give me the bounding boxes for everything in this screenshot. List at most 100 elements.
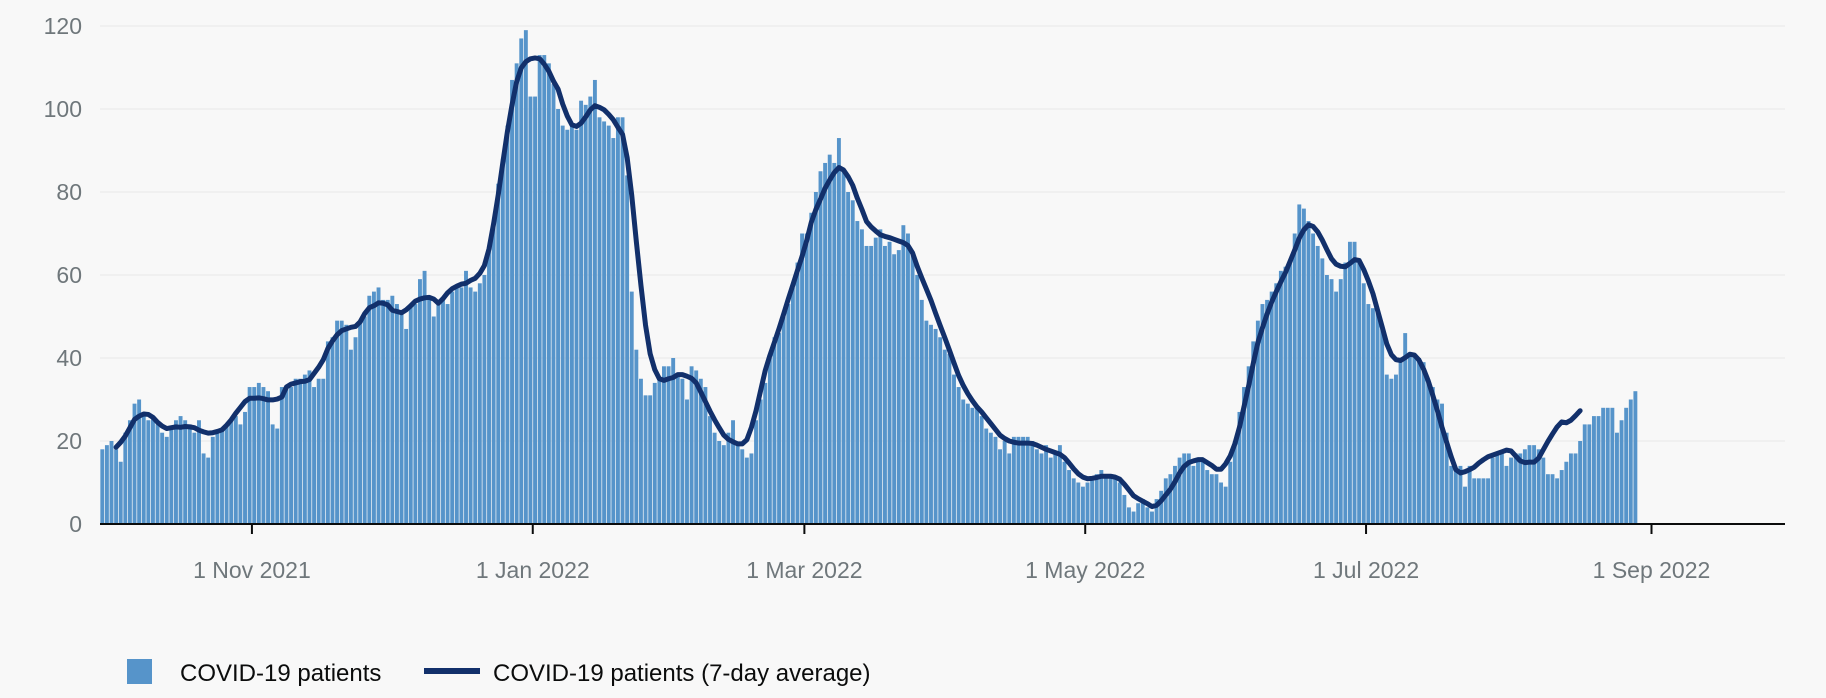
- bar: [859, 229, 864, 524]
- bar: [510, 79, 514, 524]
- bar: [832, 162, 837, 524]
- bar: [919, 299, 924, 524]
- bar: [445, 304, 450, 524]
- bar: [1103, 474, 1108, 524]
- bar: [1053, 453, 1058, 524]
- bar: [726, 432, 731, 524]
- bar: [615, 117, 620, 525]
- bar: [150, 416, 155, 524]
- bar: [109, 441, 114, 524]
- bar: [385, 299, 390, 524]
- bar: [1168, 474, 1173, 524]
- bar: [418, 279, 422, 524]
- y-tick-label: 120: [44, 13, 82, 39]
- bar: [330, 337, 335, 524]
- bar: [1357, 258, 1362, 524]
- bar: [1343, 262, 1348, 524]
- bar: [164, 436, 169, 524]
- bar: [781, 316, 786, 524]
- bar: [1394, 374, 1398, 524]
- bar: [1338, 279, 1343, 524]
- legend: COVID-19 patients COVID-19 patients (7-d…: [127, 659, 871, 687]
- bar: [422, 270, 427, 524]
- bar: [284, 387, 289, 524]
- bar: [1315, 245, 1320, 524]
- bar: [606, 125, 611, 524]
- bar: [1191, 465, 1196, 524]
- bar: [1398, 358, 1403, 524]
- bar: [1403, 333, 1408, 524]
- bar: [293, 378, 298, 524]
- bar: [1426, 382, 1431, 524]
- bar: [404, 328, 409, 524]
- bar: [1453, 470, 1458, 524]
- y-tick-label: 0: [69, 511, 82, 537]
- bar: [266, 391, 270, 524]
- bar: [777, 333, 782, 524]
- bar: [118, 461, 123, 524]
- bar: [546, 63, 551, 524]
- bar: [1094, 474, 1099, 524]
- bar: [634, 349, 639, 524]
- y-tick-label: 80: [56, 179, 82, 205]
- bar: [740, 449, 745, 524]
- bar: [528, 96, 533, 525]
- bar: [749, 453, 754, 524]
- bar: [1232, 441, 1237, 524]
- bar: [565, 129, 570, 524]
- bar: [468, 287, 473, 524]
- bar: [1361, 283, 1366, 524]
- bar: [427, 299, 432, 524]
- bar: [883, 245, 887, 524]
- bar: [1237, 411, 1242, 524]
- bar: [325, 341, 330, 524]
- bar: [1587, 424, 1592, 524]
- x-tick-label: 1 Jan 2022: [476, 557, 590, 583]
- bar: [1219, 482, 1223, 524]
- x-tick-label: 1 Sep 2022: [1593, 557, 1711, 583]
- bar: [183, 420, 188, 524]
- bar: [279, 387, 284, 524]
- bar: [1435, 399, 1440, 524]
- y-tick-label: 40: [56, 345, 82, 371]
- bars-series: [100, 30, 1638, 525]
- bar: [408, 304, 413, 524]
- bar: [344, 324, 349, 524]
- bar: [1522, 449, 1527, 524]
- bar: [1048, 457, 1053, 524]
- bar: [1380, 328, 1385, 524]
- bar: [827, 154, 832, 524]
- bar: [1329, 279, 1334, 524]
- bar: [1080, 486, 1085, 524]
- bar: [1131, 511, 1136, 524]
- bar: [1527, 445, 1532, 524]
- bar: [441, 299, 445, 524]
- bar: [818, 171, 823, 524]
- bar: [961, 399, 966, 524]
- bar: [942, 349, 947, 524]
- bar: [1347, 241, 1352, 525]
- bar: [652, 382, 657, 524]
- bar: [1145, 507, 1150, 524]
- bar: [100, 449, 105, 524]
- x-tick-label: 1 May 2022: [1025, 557, 1145, 583]
- bar: [1545, 474, 1550, 524]
- bar: [648, 395, 653, 524]
- bar: [657, 378, 662, 524]
- bar: [321, 378, 326, 524]
- bar: [1472, 478, 1477, 524]
- bar: [703, 387, 708, 524]
- bar: [1513, 453, 1518, 524]
- bar: [988, 432, 993, 524]
- bar: [335, 320, 340, 524]
- bar: [381, 299, 386, 524]
- bar: [1067, 470, 1072, 524]
- bar: [1127, 507, 1131, 524]
- bar: [638, 378, 643, 524]
- bar: [864, 245, 869, 524]
- bar: [556, 109, 561, 524]
- bar: [1449, 465, 1454, 524]
- bar: [1550, 474, 1555, 524]
- bar: [252, 387, 257, 524]
- bar: [1062, 461, 1067, 524]
